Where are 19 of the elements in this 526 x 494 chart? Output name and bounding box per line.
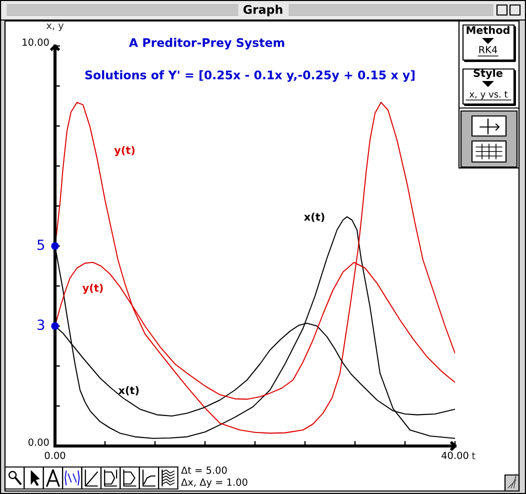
- text: x, y vs. t: [469, 91, 508, 100]
- text: Solutions of Y' = [0.25x - 0.1x y,-0.25y + 0.15 x y]: [85, 70, 415, 82]
- data-label: 3: [38, 320, 44, 330]
- data-label: 5: [38, 240, 44, 250]
- text: Graph: [243, 4, 282, 16]
- series-label: x(t): [304, 212, 324, 222]
- x-axis-title: t: [472, 452, 476, 460]
- text: Δt = 5.00: [181, 466, 227, 474]
- series-label: y(t): [82, 284, 103, 294]
- chart-title: A Preditor-Prey System: [128, 38, 284, 50]
- text: Δx, Δy = 1.00: [181, 478, 248, 488]
- text: Style: [474, 68, 502, 80]
- x-tick-label: 40.00: [442, 452, 468, 460]
- series-label: y(t): [114, 146, 135, 156]
- series-label: x(t): [118, 386, 139, 396]
- text: RK4: [479, 46, 498, 54]
- y-tick-label: 10.00: [22, 38, 49, 46]
- text: Method: [466, 26, 510, 34]
- y-axis-title: x, y: [46, 24, 64, 31]
